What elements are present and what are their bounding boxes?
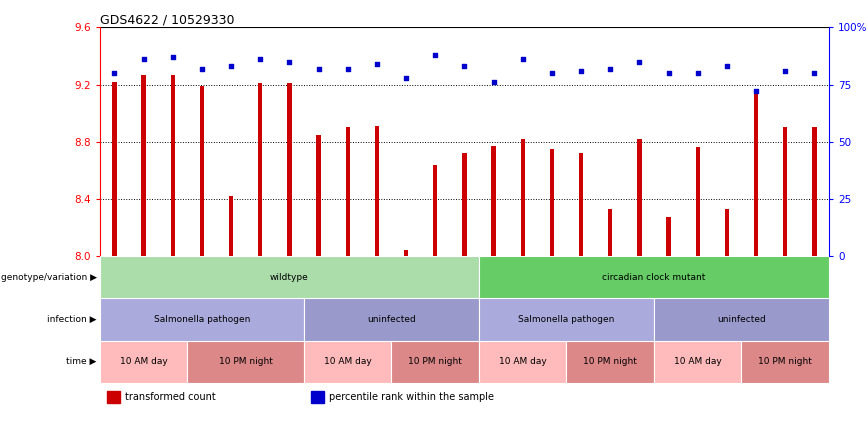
Point xyxy=(633,58,647,65)
Bar xyxy=(741,341,829,383)
Bar xyxy=(608,209,613,256)
Point xyxy=(720,63,733,70)
Bar xyxy=(654,298,829,341)
Bar xyxy=(433,165,437,256)
Text: percentile rank within the sample: percentile rank within the sample xyxy=(330,392,495,401)
Text: infection ▶: infection ▶ xyxy=(48,315,97,324)
Bar xyxy=(567,341,654,383)
Point xyxy=(603,65,617,72)
Text: time ▶: time ▶ xyxy=(67,357,97,366)
Bar xyxy=(287,83,292,256)
Bar xyxy=(479,256,829,298)
Text: 10 PM night: 10 PM night xyxy=(759,357,812,366)
Point xyxy=(136,56,150,63)
Point xyxy=(224,63,238,70)
Bar xyxy=(316,135,321,256)
Text: wildtype: wildtype xyxy=(270,272,309,282)
Bar xyxy=(112,82,116,256)
Text: 10 AM day: 10 AM day xyxy=(324,357,372,366)
Bar xyxy=(391,341,479,383)
Bar xyxy=(100,341,187,383)
Bar xyxy=(725,209,729,256)
Bar xyxy=(695,148,700,256)
Bar xyxy=(304,298,479,341)
Bar xyxy=(491,146,496,256)
Point xyxy=(691,70,705,77)
Text: circadian clock mutant: circadian clock mutant xyxy=(602,272,706,282)
Point xyxy=(807,70,821,77)
Bar xyxy=(345,127,350,256)
Point xyxy=(457,63,471,70)
Text: 10 AM day: 10 AM day xyxy=(120,357,168,366)
Text: uninfected: uninfected xyxy=(367,315,416,324)
Bar xyxy=(637,139,641,256)
Point xyxy=(341,65,355,72)
Point xyxy=(574,68,588,74)
Point xyxy=(253,56,267,63)
Point xyxy=(166,54,180,60)
Point xyxy=(399,74,413,81)
Bar xyxy=(312,391,325,404)
Bar xyxy=(304,341,391,383)
Point xyxy=(545,70,559,77)
Bar xyxy=(783,127,787,256)
Bar xyxy=(107,391,121,404)
Point xyxy=(428,52,442,58)
Point xyxy=(779,68,792,74)
Text: GDS4622 / 10529330: GDS4622 / 10529330 xyxy=(100,14,234,26)
Bar xyxy=(229,196,233,256)
Bar xyxy=(141,74,146,256)
Bar xyxy=(812,127,817,256)
Bar xyxy=(654,341,741,383)
Bar xyxy=(667,217,671,256)
Point xyxy=(661,70,675,77)
Bar xyxy=(753,92,759,256)
Point xyxy=(516,56,529,63)
Bar xyxy=(462,153,467,256)
Point xyxy=(370,60,384,67)
Bar xyxy=(479,298,654,341)
Bar xyxy=(579,153,583,256)
Point xyxy=(487,79,501,86)
Text: 10 PM night: 10 PM night xyxy=(408,357,462,366)
Text: genotype/variation ▶: genotype/variation ▶ xyxy=(1,272,97,282)
Text: 10 PM night: 10 PM night xyxy=(219,357,273,366)
Bar xyxy=(521,139,525,256)
Bar xyxy=(170,74,175,256)
Bar xyxy=(375,126,379,256)
Bar xyxy=(549,149,554,256)
Bar xyxy=(100,256,479,298)
Text: 10 AM day: 10 AM day xyxy=(674,357,721,366)
Bar xyxy=(404,250,408,256)
Text: Salmonella pathogen: Salmonella pathogen xyxy=(154,315,250,324)
Point xyxy=(749,88,763,95)
Point xyxy=(312,65,326,72)
Text: uninfected: uninfected xyxy=(717,315,766,324)
Text: transformed count: transformed count xyxy=(125,392,216,401)
Bar xyxy=(100,298,304,341)
Text: Salmonella pathogen: Salmonella pathogen xyxy=(518,315,615,324)
Bar xyxy=(479,341,567,383)
Text: 10 PM night: 10 PM night xyxy=(583,357,637,366)
Bar xyxy=(258,83,262,256)
Bar xyxy=(187,341,304,383)
Bar xyxy=(200,86,204,256)
Point xyxy=(108,70,122,77)
Point xyxy=(282,58,296,65)
Text: 10 AM day: 10 AM day xyxy=(499,357,547,366)
Point xyxy=(195,65,209,72)
